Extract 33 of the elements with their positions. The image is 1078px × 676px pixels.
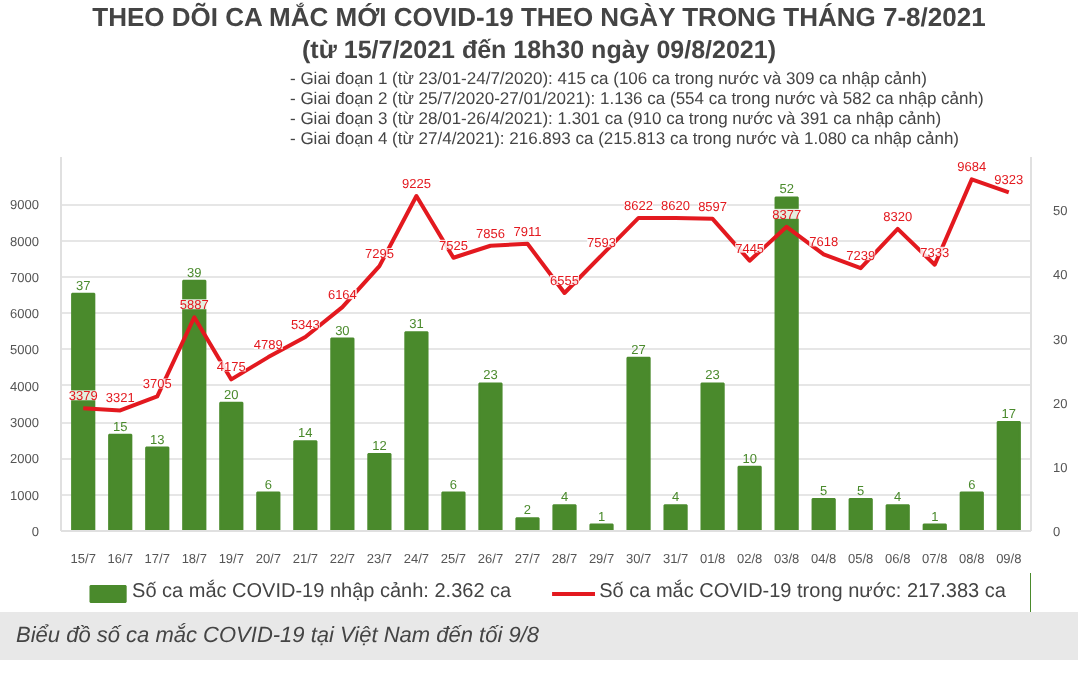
bar [293, 440, 318, 531]
chart-title: THEO DÕI CA MẮC MỚI COVID-19 THEO NGÀY TRONG THÁNG 7-8/2021 [92, 0, 986, 34]
bar [774, 196, 799, 531]
bar [700, 382, 725, 531]
legend-label: Số ca mắc COVID-19 trong nước: 217.383 ca [599, 581, 1006, 603]
bar [515, 517, 540, 531]
legend-label: Số ca mắc COVID-19 nhập cảnh: 2.362 ca [132, 581, 512, 603]
text: - Giai đoạn 2 (từ 25/7/2020-27/01/2021): 1.136 ca (554 ca trong nước và 582 ca nhập cảnh) [290, 88, 984, 108]
bar [256, 491, 281, 531]
chart-subtitle: (từ 15/7/2021 đến 18h30 ngày 09/8/2021) [302, 34, 776, 68]
text: - Giai đoạn 4 (từ 27/4/2021): 216.893 ca (215.813 ca trong nước và 1.080 ca nhập cảnh) [290, 128, 960, 148]
bar [478, 382, 503, 531]
bar [552, 504, 577, 531]
text: Biểu đồ số ca mắc COVID-19 tại Việt Nam đến tối 9/8 [16, 621, 539, 652]
text: - Giai đoạn 1 (từ 23/01-24/7/2020): 415 ca (106 ca trong nước và 309 ca nhập cảnh) [290, 68, 927, 88]
bar [404, 331, 429, 531]
bar [182, 279, 207, 531]
bar [108, 433, 133, 531]
bar [71, 292, 96, 531]
bar [663, 504, 688, 531]
bar [737, 465, 762, 531]
bar [145, 446, 170, 531]
bar [848, 497, 873, 531]
text: - Giai đoạn 3 (từ 28/01-26/4/2021): 1.301 ca (910 ca trong nước và 391 ca nhập cảnh) [290, 108, 942, 128]
bar [330, 337, 355, 531]
bar [811, 497, 836, 531]
bar [959, 491, 984, 531]
bar [996, 420, 1021, 531]
bar [441, 491, 466, 531]
bar [219, 401, 244, 531]
bar [885, 504, 910, 531]
bar [626, 356, 651, 531]
bar [367, 453, 392, 531]
